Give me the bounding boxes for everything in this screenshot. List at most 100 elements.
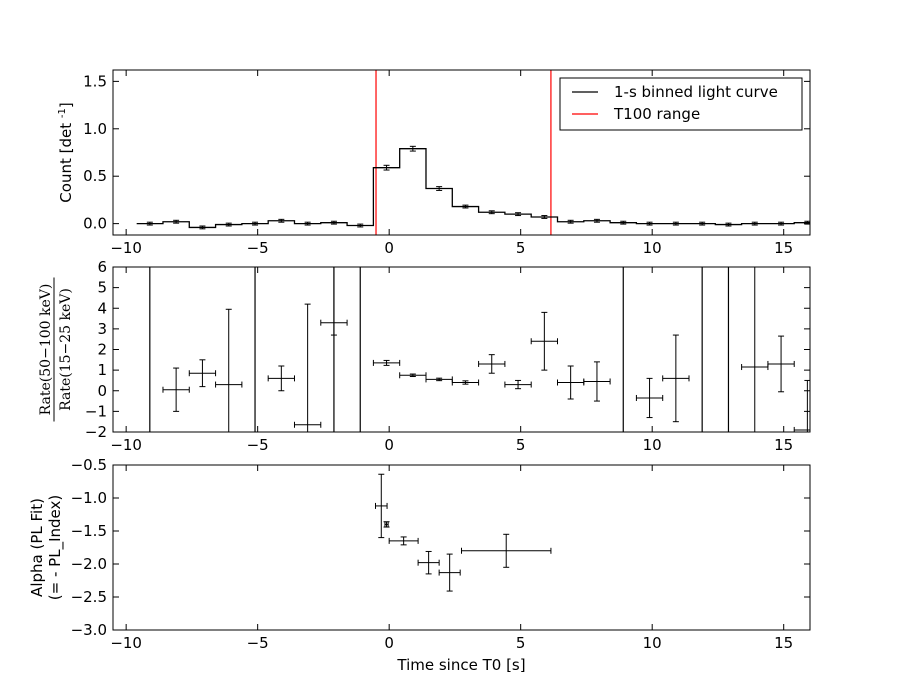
middle-data-point <box>162 367 190 412</box>
light-curve-error-bar <box>383 164 390 171</box>
light-curve-error-bar <box>646 221 653 226</box>
light-curve-error-bar <box>462 204 469 209</box>
middle-data-point <box>188 359 217 388</box>
middle-plot-area <box>149 267 810 432</box>
bottom-data-point <box>461 533 552 568</box>
top-panel: −10 −5 0 5 10 15 0.0 0.5 1.0 1.5 Count [det -1] 1-s… <box>57 69 811 257</box>
legend-entry: T100 range <box>613 105 700 123</box>
light-curve-error-bar <box>751 221 758 226</box>
middle-data-point <box>662 334 690 423</box>
light-curve-error-bar <box>672 221 679 226</box>
middle-data-point <box>767 335 795 393</box>
x-tick-label: 15 <box>774 239 793 257</box>
middle-data-point <box>635 377 664 419</box>
y-tick-label: −1 <box>85 402 107 420</box>
middle-data-point <box>215 308 243 432</box>
light-curve-error-bar <box>278 218 285 223</box>
light-curve-error-bar <box>357 223 364 228</box>
y-tick-label: −0.5 <box>71 456 107 474</box>
light-curve-error-bar <box>436 186 443 191</box>
x-tick-label: −10 <box>110 239 142 257</box>
x-axis-label: Time since T0 [s] <box>396 656 525 674</box>
light-curve-error-bar <box>304 221 311 226</box>
bottom-data-point <box>383 521 390 528</box>
y-tick-label: 1.5 <box>83 72 107 90</box>
bottom-axes-frame <box>112 464 811 631</box>
x-tick-label: 5 <box>516 436 526 454</box>
x-tick-label: −5 <box>247 436 269 454</box>
middle-data-point <box>504 379 532 390</box>
y-tick-label: 1 <box>97 361 107 379</box>
x-tick-label: 5 <box>516 239 526 257</box>
bottom-plot-area <box>374 473 552 592</box>
light-curve-error-bar <box>778 221 785 226</box>
middle-data-point <box>293 303 322 432</box>
ratio-denominator: Rate(15−25 keV) <box>58 288 74 411</box>
y-tick-label: −2.0 <box>71 555 107 573</box>
light-curve-error-bar <box>699 221 706 226</box>
y-tick-label: 3 <box>97 320 107 338</box>
light-curve-step-line <box>136 148 810 229</box>
x-tick-label: 15 <box>774 634 793 652</box>
light-curve-error-bar <box>541 215 548 219</box>
y-tick-label: −2.5 <box>71 588 107 606</box>
x-tick-label: 10 <box>643 634 662 652</box>
legend-entry: 1-s binned light curve <box>614 83 778 101</box>
legend-box <box>559 77 803 131</box>
light-curve-error-bar <box>173 219 180 224</box>
top-axes-frame <box>112 69 811 236</box>
x-tick-label: 0 <box>384 634 394 652</box>
middle-data-point <box>478 354 506 374</box>
x-tick-label: −10 <box>110 634 142 652</box>
y-tick-label: 6 <box>97 258 107 276</box>
y-tick-label: 0.5 <box>83 167 107 185</box>
light-curve-error-bar <box>252 221 259 226</box>
x-tick-label: −5 <box>247 239 269 257</box>
top-plot-area <box>136 70 810 235</box>
light-curve-error-bar <box>199 225 206 230</box>
light-curve-error-bar <box>409 145 416 152</box>
legend: 1-s binned light curve T100 range <box>559 77 803 131</box>
light-curve-error-bar <box>593 218 600 223</box>
middle-data-point <box>793 379 810 432</box>
light-curve-error-bar <box>725 222 732 227</box>
x-tick-label: 10 <box>643 239 662 257</box>
middle-data-point <box>741 267 769 432</box>
alpha-label-line1: Alpha (PL Fit) <box>28 498 46 597</box>
middle-data-point <box>399 372 427 379</box>
light-curve-error-bar <box>620 220 627 225</box>
bottom-data-point <box>438 553 461 592</box>
bottom-data-point <box>388 536 419 546</box>
middle-data-point <box>372 359 401 366</box>
middle-data-point <box>320 267 348 336</box>
light-curve-error-bar <box>225 222 232 227</box>
x-tick-label: 0 <box>384 436 394 454</box>
x-tick-label: −10 <box>110 436 142 454</box>
light-curve-error-bar <box>146 221 153 226</box>
x-tick-label: 10 <box>643 436 662 454</box>
x-tick-label: 15 <box>774 436 793 454</box>
x-tick-label: 0 <box>384 239 394 257</box>
y-tick-label: −1.5 <box>71 522 107 540</box>
bottom-y-axis-label: Alpha (PL Fit) (= - PL_Index) <box>28 495 65 600</box>
middle-data-point <box>583 361 611 402</box>
y-tick-label: −2 <box>85 423 107 441</box>
ratio-numerator: Rate(50−100 keV) <box>38 284 54 416</box>
y-tick-label: −3.0 <box>71 621 107 639</box>
middle-y-axis-label: Rate(50−100 keV) Rate(15−25 keV) <box>38 277 74 422</box>
bottom-data-point <box>374 473 388 539</box>
y-tick-label: 4 <box>97 299 107 317</box>
x-tick-label: 5 <box>516 634 526 652</box>
bottom-panel: −10 −5 0 5 10 15 −3.0 −2.5 −2.0 −1.5 −1.0 −0.5 Alpha… <box>28 456 811 674</box>
middle-data-point <box>267 365 295 392</box>
y-tick-label: 1.0 <box>83 120 107 138</box>
y-tick-label: 0 <box>97 382 107 400</box>
y-tick-label: 5 <box>97 279 107 297</box>
x-tick-label: −5 <box>247 634 269 652</box>
y-tick-label: 2 <box>97 341 107 359</box>
light-curve-error-bar <box>515 212 522 217</box>
middle-data-point <box>451 379 480 386</box>
middle-axes-frame <box>112 266 811 433</box>
